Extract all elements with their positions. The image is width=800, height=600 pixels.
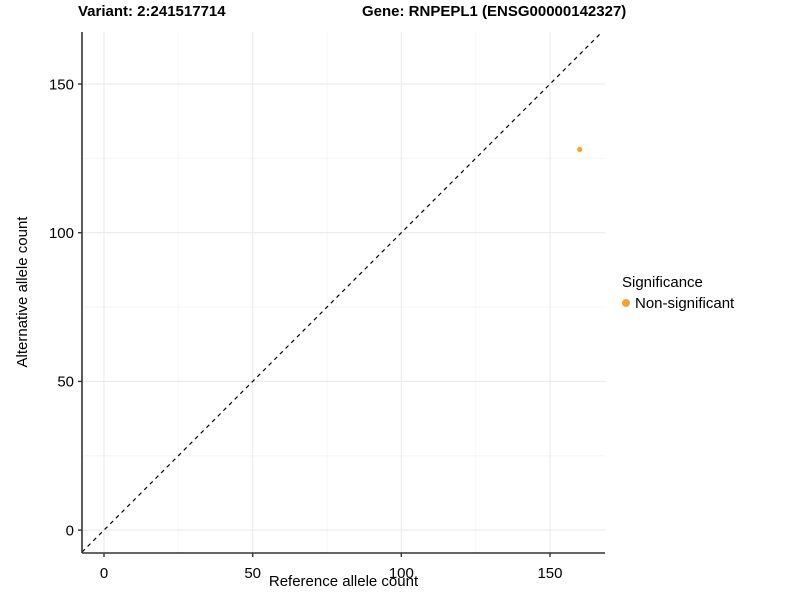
gene-title: Gene: RNPEPL1 (ENSG00000142327) — [362, 3, 627, 20]
legend-item: Non-significant — [622, 294, 734, 312]
x-tick-label: 0 — [100, 565, 108, 582]
variant-title: Variant: 2:241517714 — [78, 3, 226, 20]
legend-point-icon — [622, 299, 630, 307]
y-axis-title: Alternative allele count — [14, 216, 31, 368]
legend: Significance Non-significant — [622, 273, 734, 312]
y-tick-label: 150 — [49, 76, 74, 93]
x-tick-label: 150 — [537, 565, 562, 582]
y-tick-label: 0 — [66, 522, 74, 539]
y-tick-label: 100 — [49, 225, 74, 242]
x-tick-label: 100 — [389, 565, 414, 582]
data-point — [577, 146, 583, 153]
identity-line — [81, 31, 603, 553]
legend-item-label: Non-significant — [635, 294, 735, 312]
y-tick-label: 50 — [57, 374, 74, 391]
legend-title: Significance — [622, 274, 703, 291]
x-tick-label: 50 — [244, 565, 261, 582]
x-axis-title: Reference allele count — [268, 573, 419, 590]
